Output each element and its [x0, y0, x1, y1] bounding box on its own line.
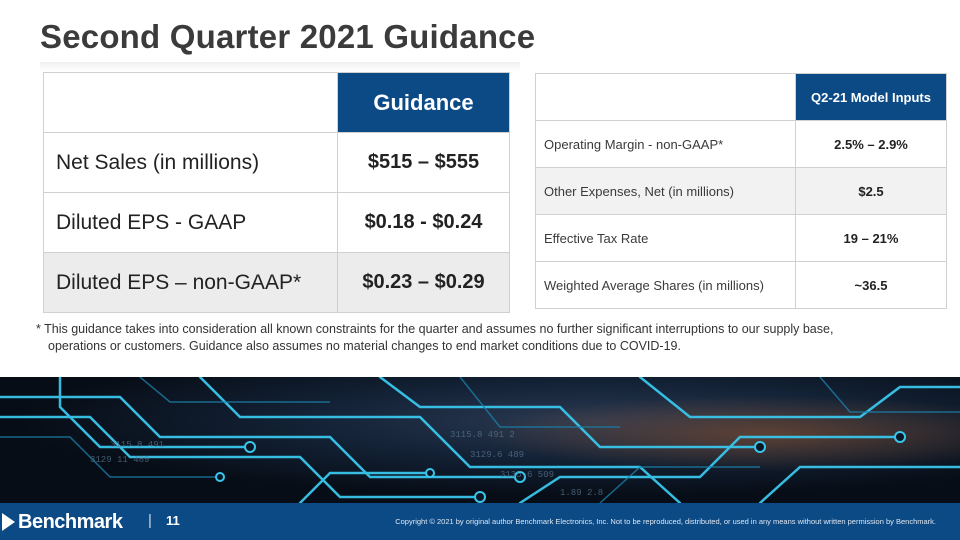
- svg-text:3115.8 491: 3115.8 491: [110, 440, 164, 450]
- circuit-board-graphic: 3115.8 491 3129 11 489 3115.8 491 2 3129…: [0, 377, 960, 503]
- row-value: $515 – $555: [337, 132, 510, 193]
- title-underline: [40, 62, 520, 72]
- row-label: Weighted Average Shares (in millions): [535, 261, 796, 309]
- svg-text:3129 11 489: 3129 11 489: [90, 455, 149, 465]
- table-row: Effective Tax Rate 19 – 21%: [535, 214, 947, 262]
- model-inputs-table: Q2-21 Model Inputs Operating Margin - no…: [535, 73, 947, 309]
- svg-text:3115.8 491 2: 3115.8 491 2: [450, 430, 515, 440]
- row-label: Diluted EPS – non-GAAP*: [43, 252, 338, 313]
- svg-text:3135.6 509: 3135.6 509: [500, 470, 554, 480]
- row-value: 2.5% – 2.9%: [795, 120, 947, 168]
- page-title: Second Quarter 2021 Guidance: [40, 18, 536, 55]
- footnote-line: * This guidance takes into consideration…: [36, 322, 834, 336]
- benchmark-logo: Benchmark: [2, 511, 123, 534]
- guidance-header: Guidance: [337, 72, 510, 133]
- row-value: $2.5: [795, 167, 947, 215]
- row-value: $0.23 – $0.29: [337, 252, 510, 313]
- row-label: Net Sales (in millions): [43, 132, 338, 193]
- circuit-board-banner-image: 3115.8 491 3129 11 489 3115.8 491 2 3129…: [0, 377, 960, 503]
- footer-separator: |: [148, 512, 152, 529]
- row-value: ~36.5: [795, 261, 947, 309]
- row-value: 19 – 21%: [795, 214, 947, 262]
- row-label: Effective Tax Rate: [535, 214, 796, 262]
- row-value: $0.18 - $0.24: [337, 192, 510, 253]
- copyright-notice: Copyright © 2021 by original author Benc…: [395, 517, 936, 526]
- guidance-table: Guidance Net Sales (in millions) $515 – …: [43, 72, 510, 313]
- table-row: Operating Margin - non-GAAP* 2.5% – 2.9%: [535, 120, 947, 168]
- table-row: Diluted EPS – non-GAAP* $0.23 – $0.29: [43, 252, 510, 313]
- table-header-row: Guidance: [43, 72, 510, 133]
- row-label: Operating Margin - non-GAAP*: [535, 120, 796, 168]
- logo-text: Benchmark: [18, 511, 123, 533]
- empty-header-cell: [535, 73, 796, 121]
- table-row: Net Sales (in millions) $515 – $555: [43, 132, 510, 193]
- table-row: Other Expenses, Net (in millions) $2.5: [535, 167, 947, 215]
- footnote: * This guidance takes into consideration…: [36, 321, 916, 355]
- svg-text:3129.6 489: 3129.6 489: [470, 450, 524, 460]
- empty-header-cell: [43, 72, 338, 133]
- footnote-line: operations or customers. Guidance also a…: [48, 339, 681, 353]
- logo-arrow-icon: [2, 513, 15, 531]
- footer-bar: Benchmark | 11 Copyright © 2021 by origi…: [0, 503, 960, 540]
- row-label: Diluted EPS - GAAP: [43, 192, 338, 253]
- svg-text:1.89 2.8: 1.89 2.8: [560, 488, 603, 498]
- table-row: Diluted EPS - GAAP $0.18 - $0.24: [43, 192, 510, 253]
- table-header-row: Q2-21 Model Inputs: [535, 73, 947, 121]
- row-label: Other Expenses, Net (in millions): [535, 167, 796, 215]
- page-number: 11: [166, 513, 180, 528]
- table-row: Weighted Average Shares (in millions) ~3…: [535, 261, 947, 309]
- model-inputs-header: Q2-21 Model Inputs: [795, 73, 947, 121]
